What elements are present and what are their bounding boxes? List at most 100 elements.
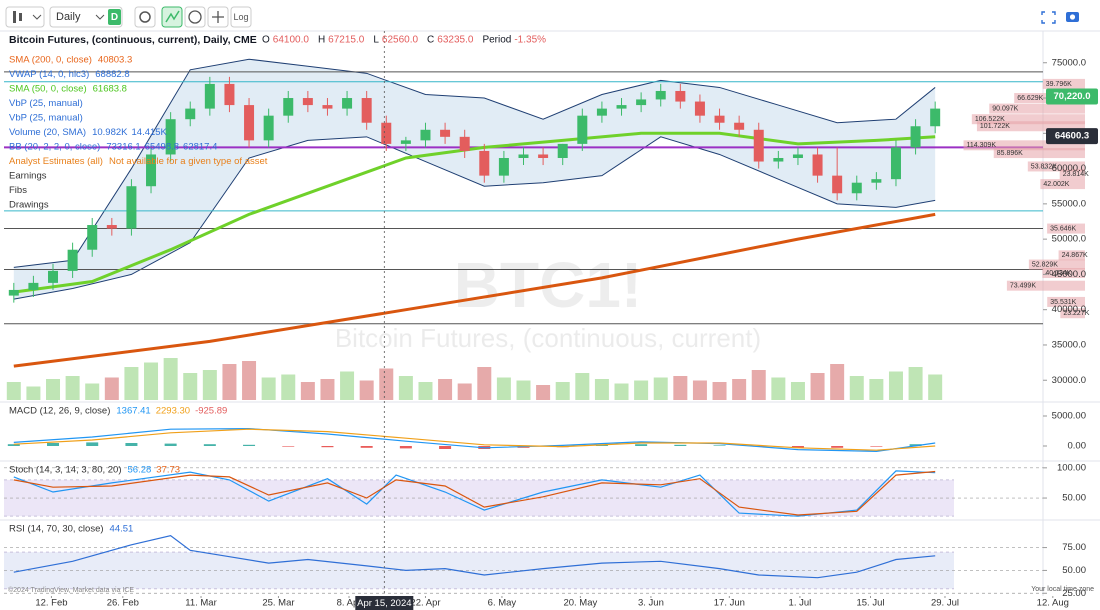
price-label-box <box>1046 128 1098 145</box>
volume-profile-bar <box>1042 78 1085 89</box>
volume-profile-label: 39.796K <box>1046 81 1072 88</box>
volume-bar <box>692 380 707 400</box>
histogram-bar <box>243 444 256 446</box>
volume-bar <box>536 385 551 400</box>
icon <box>188 10 202 24</box>
indicator-line <box>13 470 936 517</box>
bollinger-upper <box>13 58 936 268</box>
candle-body <box>577 115 588 144</box>
histogram-bar <box>870 446 883 447</box>
volume-profile-label: 101.722K <box>980 123 1010 130</box>
indicator-name: Earnings <box>9 171 47 182</box>
candle-body <box>126 186 137 229</box>
y-tick-label: 30000.0 <box>1052 375 1086 386</box>
candle-body <box>67 249 78 271</box>
volume-profile-bar <box>1040 179 1085 190</box>
candle-body <box>361 98 372 123</box>
histogram-bar <box>125 443 138 446</box>
volume-profile-label: 24.867K <box>1062 252 1088 259</box>
volume-profile-bar <box>1059 169 1085 180</box>
indicator-value: 62817.4 <box>183 142 217 153</box>
volume-bar <box>594 379 609 400</box>
toolbar: Daily D Log <box>5 6 1079 28</box>
candle-body <box>851 182 862 194</box>
volume-bar <box>46 379 61 400</box>
y-tick-label: 5000.00 <box>1052 411 1086 422</box>
x-tick-label: 1. Jul <box>789 598 812 609</box>
candle-body <box>812 154 823 176</box>
candle-body <box>910 126 921 148</box>
volume-profile-label: 85.896K <box>997 150 1023 157</box>
volume-profile-label: 90.097K <box>992 105 1018 112</box>
candle-body <box>890 147 901 180</box>
volume-bar <box>496 377 511 400</box>
volume-bar <box>653 377 668 400</box>
histogram-bar <box>595 444 608 446</box>
y-tick-label: 100.00 <box>1057 462 1086 473</box>
y-tick-label: 75.00 <box>1062 542 1086 553</box>
volume-bar <box>300 382 315 400</box>
icon <box>139 11 151 23</box>
watermark-description: Bitcoin Futures, (continuous, current) <box>335 323 761 353</box>
indicator-name: SMA (50, 0, close) <box>9 84 87 95</box>
volume-profile-bar <box>1047 296 1085 307</box>
candle-body <box>106 225 117 229</box>
volume-profile-bar <box>971 114 1085 125</box>
volume-profile-bar <box>989 103 1085 114</box>
volume-bar <box>634 380 649 400</box>
log-button[interactable] <box>230 6 252 28</box>
indicator-value: 10.982K <box>92 127 128 138</box>
ohlc-value: -1.35% <box>514 35 546 46</box>
log-label: Log <box>233 12 248 22</box>
interval-button[interactable] <box>108 9 121 25</box>
pane-legend-value: 2293.30 <box>156 406 190 417</box>
indicator-value: 68882.8 <box>95 69 129 80</box>
volume-bar <box>418 382 433 400</box>
volume-bar <box>790 382 805 400</box>
x-tick-label: 6. May <box>488 598 517 609</box>
candle-body <box>498 157 509 176</box>
volume-profile-label: 53.832K <box>1031 163 1057 170</box>
indicator-value: 61683.8 <box>93 84 127 95</box>
y-tick-label: 50.00 <box>1062 493 1086 504</box>
volume-bar <box>575 373 590 400</box>
indicator-name: Analyst Estimates (all) <box>9 156 103 167</box>
interval-select[interactable] <box>49 6 123 28</box>
candle-body <box>420 129 431 141</box>
candle-body <box>8 289 19 296</box>
candle-body <box>753 129 764 162</box>
candle-body <box>440 129 451 137</box>
volume-profile-bar <box>1060 308 1085 319</box>
y-tick-label: 60000.0 <box>1052 163 1086 174</box>
volume-profile-label: 23.227K <box>1063 310 1089 317</box>
histogram-bar <box>399 446 412 449</box>
settings-button[interactable] <box>134 6 156 28</box>
volume-bar <box>261 377 276 400</box>
pane-title: RSI (14, 70, 30, close) <box>9 524 104 535</box>
candle-body <box>930 108 941 127</box>
indicator-value: 65498.8 <box>145 142 179 153</box>
volume-bar <box>457 383 472 400</box>
candle-body <box>302 98 313 106</box>
volume-profile-bar <box>1042 268 1085 279</box>
candle-body <box>792 154 803 158</box>
fullscreen-button[interactable] <box>1041 11 1056 24</box>
replay-button[interactable] <box>184 6 206 28</box>
volume-bar <box>928 374 943 400</box>
volume-profile-bar <box>1006 280 1085 291</box>
histogram-bar <box>831 446 844 448</box>
ohlc-key: Period <box>482 35 511 46</box>
ohlc-value: 64100.0 <box>273 35 310 46</box>
indicator-value: 40803.3 <box>98 55 132 66</box>
volume-bar <box>242 361 257 400</box>
volume-bar <box>830 364 845 400</box>
y-tick-label: 25.00 <box>1062 588 1086 599</box>
icon <box>13 11 16 23</box>
ohlc-key: L <box>373 35 379 46</box>
candle-body <box>87 225 98 250</box>
icon <box>19 13 22 21</box>
volume-profile-label: 52.829K <box>1032 261 1058 268</box>
y-tick-label: 75000.0 <box>1052 57 1086 68</box>
y-tick-label: 50.00 <box>1062 565 1086 576</box>
crosshair-label: Apr 15, 2024 <box>357 598 411 609</box>
